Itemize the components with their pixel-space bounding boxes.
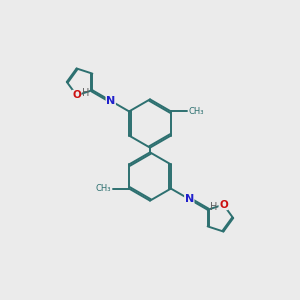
Text: O: O xyxy=(219,200,228,210)
Text: CH₃: CH₃ xyxy=(189,107,204,116)
Text: N: N xyxy=(106,96,116,106)
Text: O: O xyxy=(72,90,81,100)
Text: CH₃: CH₃ xyxy=(96,184,111,193)
Text: N: N xyxy=(184,194,194,204)
Text: H: H xyxy=(210,202,218,212)
Text: H: H xyxy=(82,88,90,98)
